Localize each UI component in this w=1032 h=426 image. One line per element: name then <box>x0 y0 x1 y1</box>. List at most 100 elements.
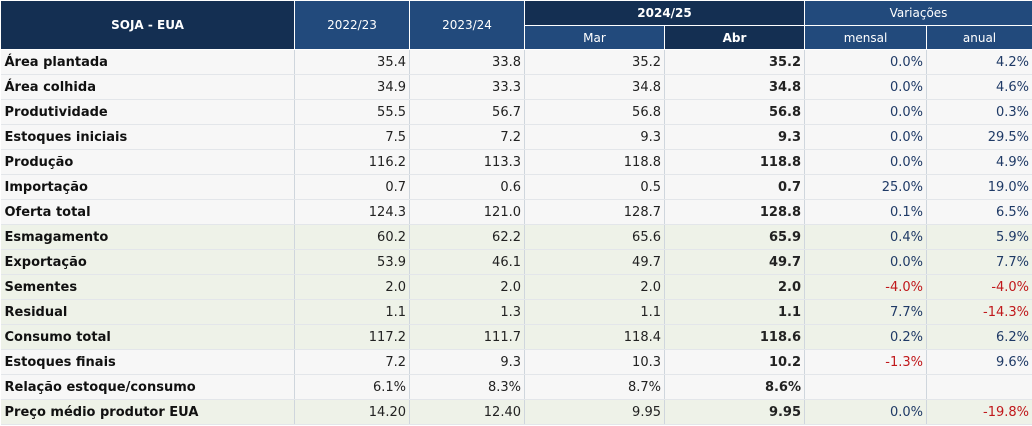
col-header-variacoes: Variações <box>804 0 1032 26</box>
table-row: Sementes 2.0 2.0 2.0 2.0 -4.0% -4.0% <box>0 274 1032 300</box>
cell-abr: 118.8 <box>664 149 806 175</box>
cell-abr: 9.3 <box>664 124 806 150</box>
cell-2022-23: 117.2 <box>294 324 410 350</box>
cell-var-anual: 9.6% <box>926 349 1032 375</box>
cell-2023-24: 0.6 <box>409 174 525 200</box>
cell-mar: 128.7 <box>524 199 665 225</box>
cell-var-mensal: 0.0% <box>804 74 928 100</box>
subheader-mensal: mensal <box>804 25 928 50</box>
row-label: Produção <box>0 149 295 175</box>
cell-var-anual: -19.8% <box>926 399 1032 425</box>
cell-var-mensal: 0.0% <box>804 49 928 75</box>
row-label: Oferta total <box>0 199 295 225</box>
table-row: Área plantada 35.4 33.8 35.2 35.2 0.0% 4.2% <box>0 49 1032 75</box>
cell-2022-23: 14.20 <box>294 399 410 425</box>
cell-var-anual: 5.9% <box>926 224 1032 250</box>
table-title: SOJA - EUA <box>0 0 295 50</box>
table-row: Oferta total 124.3 121.0 128.7 128.8 0.1% 6.5% <box>0 199 1032 225</box>
cell-2022-23: 0.7 <box>294 174 410 200</box>
cell-var-anual: 4.2% <box>926 49 1032 75</box>
cell-var-mensal: 7.7% <box>804 299 928 325</box>
cell-var-anual: 19.0% <box>926 174 1032 200</box>
row-label: Exportação <box>0 249 295 275</box>
row-label: Área colhida <box>0 74 295 100</box>
cell-abr: 56.8 <box>664 99 806 125</box>
cell-var-mensal: 0.0% <box>804 99 928 125</box>
cell-mar: 9.3 <box>524 124 665 150</box>
cell-2023-24: 33.3 <box>409 74 525 100</box>
cell-2022-23: 34.9 <box>294 74 410 100</box>
cell-var-mensal: -1.3% <box>804 349 928 375</box>
cell-2022-23: 1.1 <box>294 299 410 325</box>
cell-2023-24: 33.8 <box>409 49 525 75</box>
table-row: Exportação 53.9 46.1 49.7 49.7 0.0% 7.7% <box>0 249 1032 275</box>
cell-2023-24: 113.3 <box>409 149 525 175</box>
cell-var-anual: -4.0% <box>926 274 1032 300</box>
cell-abr: 49.7 <box>664 249 806 275</box>
cell-var-anual: -14.3% <box>926 299 1032 325</box>
cell-2023-24: 111.7 <box>409 324 525 350</box>
cell-2023-24: 12.40 <box>409 399 525 425</box>
cell-abr: 65.9 <box>664 224 806 250</box>
col-header-2023-24: 2023/24 <box>409 0 525 50</box>
cell-mar: 118.4 <box>524 324 665 350</box>
cell-abr: 118.6 <box>664 324 806 350</box>
table-body: Área plantada 35.4 33.8 35.2 35.2 0.0% 4.2% Áre… <box>0 49 1032 425</box>
cell-var-anual: 4.9% <box>926 149 1032 175</box>
table-row: Estoques finais 7.2 9.3 10.3 10.2 -1.3% 9.6% <box>0 349 1032 375</box>
row-label: Área plantada <box>0 49 295 75</box>
cell-mar: 10.3 <box>524 349 665 375</box>
cell-var-mensal: -4.0% <box>804 274 928 300</box>
cell-abr: 8.6% <box>664 374 806 400</box>
cell-var-anual: 0.3% <box>926 99 1032 125</box>
table-row: Esmagamento 60.2 62.2 65.6 65.9 0.4% 5.9% <box>0 224 1032 250</box>
table-row: Área colhida 34.9 33.3 34.8 34.8 0.0% 4.6% <box>0 74 1032 100</box>
cell-mar: 118.8 <box>524 149 665 175</box>
table-row: Consumo total 117.2 111.7 118.4 118.6 0.2% 6.2… <box>0 324 1032 350</box>
cell-var-mensal: 25.0% <box>804 174 928 200</box>
cell-mar: 65.6 <box>524 224 665 250</box>
row-label: Preço médio produtor EUA <box>0 399 295 425</box>
cell-mar: 35.2 <box>524 49 665 75</box>
row-label: Estoques finais <box>0 349 295 375</box>
cell-mar: 1.1 <box>524 299 665 325</box>
cell-var-anual: 6.2% <box>926 324 1032 350</box>
subheader-abr: Abr <box>663 25 806 50</box>
cell-2023-24: 2.0 <box>409 274 525 300</box>
cell-abr: 0.7 <box>664 174 806 200</box>
cell-var-mensal: 0.4% <box>804 224 928 250</box>
table-row: Relação estoque/consumo 6.1% 8.3% 8.7% 8.6% <box>0 374 1032 400</box>
cell-abr: 34.8 <box>664 74 806 100</box>
cell-2022-23: 7.5 <box>294 124 410 150</box>
cell-2022-23: 35.4 <box>294 49 410 75</box>
cell-mar: 9.95 <box>524 399 665 425</box>
cell-var-anual: 6.5% <box>926 199 1032 225</box>
row-label: Esmagamento <box>0 224 295 250</box>
cell-abr: 1.1 <box>664 299 806 325</box>
cell-mar: 56.8 <box>524 99 665 125</box>
cell-2023-24: 46.1 <box>409 249 525 275</box>
row-label: Produtividade <box>0 99 295 125</box>
cell-var-anual: 4.6% <box>926 74 1032 100</box>
cell-2022-23: 55.5 <box>294 99 410 125</box>
cell-2023-24: 8.3% <box>409 374 525 400</box>
cell-abr: 128.8 <box>664 199 806 225</box>
cell-abr: 10.2 <box>664 349 806 375</box>
cell-2023-24: 56.7 <box>409 99 525 125</box>
subheader-mar: Mar <box>524 25 665 50</box>
row-label: Residual <box>0 299 295 325</box>
cell-var-anual: 29.5% <box>926 124 1032 150</box>
cell-2022-23: 124.3 <box>294 199 410 225</box>
cell-abr: 9.95 <box>664 399 806 425</box>
cell-2022-23: 53.9 <box>294 249 410 275</box>
cell-2022-23: 2.0 <box>294 274 410 300</box>
table-row: Produtividade 55.5 56.7 56.8 56.8 0.0% 0.3% <box>0 99 1032 125</box>
row-label: Relação estoque/consumo <box>0 374 295 400</box>
cell-2023-24: 121.0 <box>409 199 525 225</box>
row-label: Estoques iniciais <box>0 124 295 150</box>
cell-var-mensal: 0.0% <box>804 149 928 175</box>
row-label: Consumo total <box>0 324 295 350</box>
cell-var-anual <box>926 374 1032 400</box>
table-row: Estoques iniciais 7.5 7.2 9.3 9.3 0.0% 29.5% <box>0 124 1032 150</box>
